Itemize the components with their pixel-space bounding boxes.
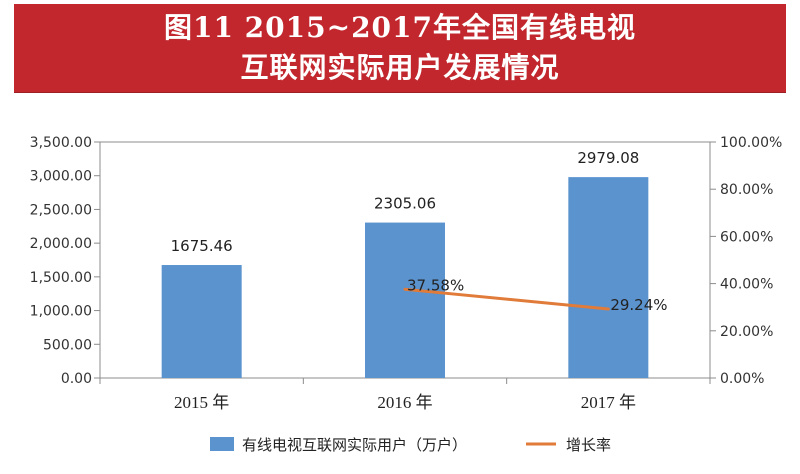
bar [161, 265, 242, 378]
growth-point [403, 287, 407, 291]
growth-data-label: 29.24% [610, 296, 667, 314]
bar [568, 177, 649, 378]
bar [365, 222, 445, 378]
bar-data-label: 1675.46 [171, 237, 233, 255]
growth-point [606, 307, 610, 311]
x-tick-label: 2015 年 [174, 393, 229, 412]
title-banner: 图11 2015~2017年全国有线电视 互联网实际用户发展情况 [14, 4, 786, 92]
right-tick-label: 60.00% [720, 229, 773, 245]
legend-bar-label: 有线电视互联网实际用户（万户） [242, 436, 467, 454]
right-tick-label: 80.00% [720, 182, 773, 198]
left-tick-label: 3,500.00 [30, 135, 92, 151]
left-tick-label: 2,500.00 [30, 202, 92, 218]
right-tick-label: 20.00% [720, 324, 773, 340]
right-tick-label: 100.00% [720, 135, 782, 151]
bar-data-label: 2305.06 [374, 195, 436, 213]
left-tick-label: 1,000.00 [30, 304, 92, 320]
right-tick-label: 40.00% [720, 277, 773, 293]
left-tick-label: 3,000.00 [30, 169, 92, 185]
right-tick-label: 0.00% [720, 371, 764, 387]
left-tick-label: 500.00 [43, 337, 92, 353]
growth-data-label: 37.58% [407, 276, 464, 294]
bar-data-label: 2979.08 [577, 149, 639, 167]
left-tick-label: 2,000.00 [30, 236, 92, 252]
bar-data-labels: 1675.46 2305.06 2979.08 [171, 149, 640, 255]
chart-title-line-1: 图11 2015~2017年全国有线电视 [163, 11, 637, 44]
left-tick-label: 0.00 [61, 371, 92, 387]
legend: 有线电视互联网实际用户（万户） 增长率 [210, 436, 611, 454]
bar-series [161, 177, 649, 378]
chart-title-line-2: 互联网实际用户发展情况 [240, 51, 560, 84]
legend-bar-swatch [210, 437, 234, 451]
legend-line-label: 增长率 [566, 436, 611, 454]
x-axis-labels: 2015 年 2016 年 2017 年 [174, 393, 636, 412]
growth-line-series: 37.58% 29.24% [403, 276, 668, 314]
growth-line [404, 287, 609, 311]
left-tick-label: 1,500.00 [30, 270, 92, 286]
x-tick-label: 2016 年 [377, 393, 432, 412]
x-tick-label: 2017 年 [581, 393, 636, 412]
